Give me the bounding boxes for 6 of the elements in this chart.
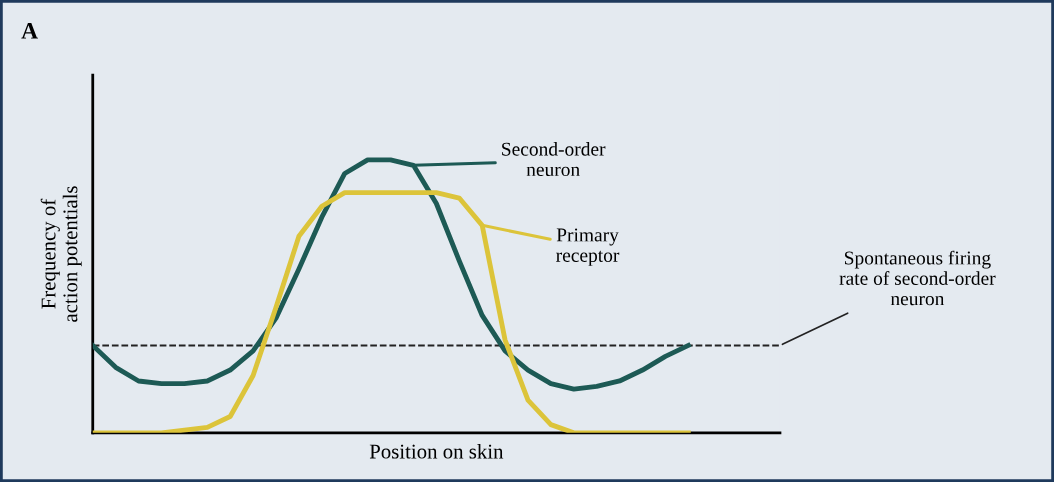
x-axis-title: Position on skin [369,443,504,459]
legend-label: Primary receptor [556,228,620,266]
legend-label: Second-order neuron [502,142,606,177]
ref-line-label: Spontaneous firing rate of second-order neuron [839,250,996,306]
y-axis-title: Frequency of action potentials [40,186,82,322]
chart-title: A [21,22,38,39]
